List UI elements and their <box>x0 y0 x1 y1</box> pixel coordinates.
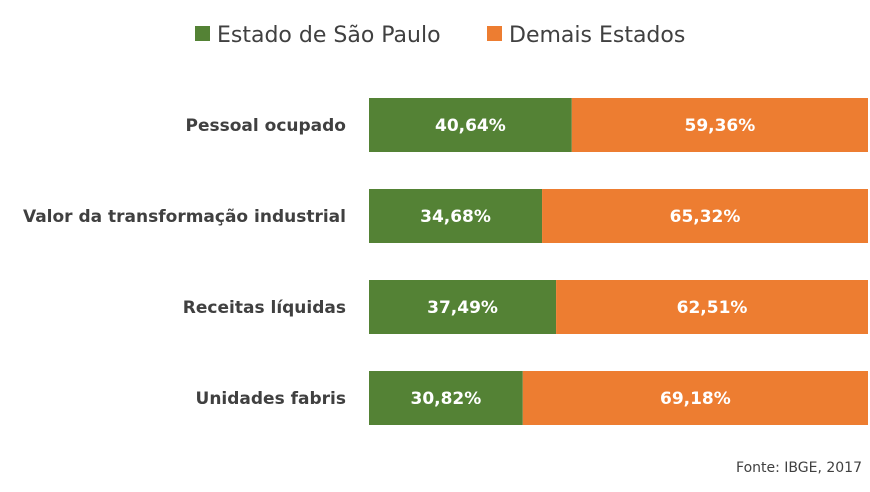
category-label: Pessoal ocupado <box>186 116 346 136</box>
value-labels: 40,64% 59,36% 34,68% 65,32% 37,49% 62,51% 30,8… <box>410 116 755 409</box>
bar-segment-demais-estados <box>522 371 868 425</box>
bar-segment-sao-paulo <box>369 98 572 152</box>
category-label: Unidades fabris <box>196 389 346 409</box>
data-label: 40,64% <box>435 116 506 136</box>
legend-label-sao-paulo: Estado de São Paulo <box>217 23 441 48</box>
bar-segment-sao-paulo <box>369 189 543 243</box>
category-labels: Pessoal ocupado Valor da transformação in… <box>23 116 346 409</box>
category-label: Valor da transformação industrial <box>23 207 346 227</box>
data-label: 69,18% <box>660 389 731 409</box>
data-label: 30,82% <box>410 389 481 409</box>
legend-label-demais-estados: Demais Estados <box>509 23 685 48</box>
legend: Estado de São Paulo Demais Estados <box>195 23 685 48</box>
bar-segment-demais-estados <box>542 189 868 243</box>
bar-segment-sao-paulo <box>369 371 523 425</box>
bar-segment-demais-estados <box>556 280 868 334</box>
legend-swatch-sao-paulo <box>195 26 210 41</box>
data-label: 34,68% <box>420 207 491 227</box>
bar-segment-demais-estados <box>571 98 868 152</box>
source-note: Fonte: IBGE, 2017 <box>736 460 862 476</box>
data-label: 65,32% <box>670 207 741 227</box>
data-label: 37,49% <box>427 298 498 318</box>
bar-segment-sao-paulo <box>369 280 557 334</box>
data-label: 59,36% <box>684 116 755 136</box>
data-label: 62,51% <box>677 298 748 318</box>
bars <box>369 98 868 425</box>
category-label: Receitas líquidas <box>183 298 346 318</box>
legend-swatch-demais-estados <box>487 26 502 41</box>
